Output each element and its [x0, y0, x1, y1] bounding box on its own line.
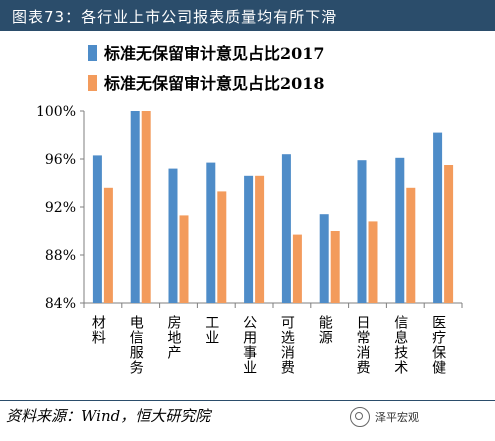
y-tick-label: 88%	[45, 248, 76, 264]
x-category-label: 信息技术	[392, 315, 408, 375]
bar-2018	[292, 234, 302, 303]
x-category-label: 公用事业	[241, 315, 257, 375]
wechat-logo-icon	[350, 407, 370, 427]
bar-2018	[444, 165, 454, 303]
legend-label-2017: 标准无保留审计意见占比2017	[103, 44, 325, 63]
bar-2018	[179, 215, 189, 303]
y-tick-label: 100%	[36, 104, 76, 120]
source-note: 资料来源：Wind，恒大研究院	[6, 407, 211, 425]
bottom-divider	[0, 400, 495, 401]
x-category-label: 日常消费	[355, 315, 371, 375]
bar-2017	[168, 168, 178, 303]
figure-title: 图表73：各行业上市公司报表质量均有所下滑	[12, 8, 338, 26]
bar-2017	[395, 157, 405, 303]
bar-2018	[368, 221, 378, 303]
watermark: 泽平宏观	[350, 405, 419, 429]
y-tick-label: 84%	[45, 296, 76, 312]
bar-2018	[330, 231, 340, 303]
bar-2018	[255, 175, 265, 303]
x-category-label: 能源	[317, 315, 333, 345]
legend-swatch-2017	[88, 45, 97, 61]
watermark-label: 泽平宏观	[375, 411, 419, 424]
bar-2017	[319, 214, 329, 303]
x-category-label: 医疗保健	[430, 315, 446, 375]
bar-2017	[130, 111, 140, 303]
bar-2017	[92, 155, 102, 303]
bar-2018	[217, 191, 227, 303]
bar-2017	[281, 154, 291, 303]
x-category-label: 可选消费	[279, 315, 295, 375]
bar-2017	[244, 175, 254, 303]
legend-swatch-2018	[88, 75, 97, 91]
legend-label-2018: 标准无保留审计意见占比2018	[103, 74, 325, 93]
bar-2018	[141, 111, 151, 303]
y-tick-label: 96%	[45, 152, 76, 168]
bar-2018	[103, 187, 113, 303]
bar-2018	[406, 187, 416, 303]
y-tick-label: 92%	[45, 200, 76, 216]
x-category-label: 材料	[90, 315, 106, 345]
x-category-label: 电信服务	[128, 315, 144, 375]
bar-2017	[357, 160, 367, 303]
figure-title-bar: 图表73：各行业上市公司报表质量均有所下滑	[0, 0, 495, 31]
x-category-label: 工业	[203, 315, 219, 345]
bar-chart: 84% 88% 92% 96% 100% 材料 电信服务 房地产 工业 公用事业 可选消费 能源 日常消…	[36, 44, 463, 375]
x-category-label: 房地产	[166, 315, 182, 360]
bar-2017	[206, 162, 216, 303]
bar-2017	[433, 132, 443, 303]
